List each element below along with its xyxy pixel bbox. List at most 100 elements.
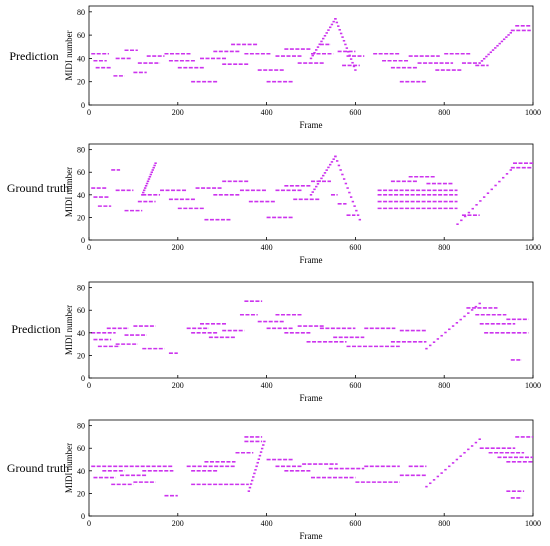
x-axis-label: Frame — [300, 120, 323, 130]
x-tick-label: 800 — [438, 108, 450, 117]
ramp-point — [463, 215, 467, 218]
y-tick-label: 0 — [81, 236, 85, 245]
row-label: Prediction — [11, 322, 60, 336]
ramp-point — [153, 164, 156, 167]
y-tick-label: 40 — [77, 191, 85, 200]
ramp-point — [482, 196, 486, 198]
ramp-point — [260, 447, 264, 450]
ramp-point — [459, 318, 462, 321]
ramp-point — [485, 55, 488, 58]
ramp-point — [429, 482, 432, 485]
ramp-point — [146, 180, 150, 183]
x-tick-label: 600 — [349, 108, 361, 117]
ramp-point — [142, 189, 146, 192]
ramp-point — [309, 57, 313, 60]
row-label: Prediction — [9, 49, 58, 63]
ramp-point — [479, 200, 482, 202]
y-tick-label: 0 — [81, 374, 85, 383]
ramp-point — [455, 322, 459, 324]
ramp-point — [325, 32, 328, 34]
x-tick-label: 800 — [438, 381, 450, 390]
ramp-point — [478, 438, 481, 440]
ramp-point — [475, 204, 478, 206]
ramp-point — [425, 485, 428, 488]
ramp-point — [448, 328, 451, 331]
x-tick-label: 200 — [172, 243, 184, 252]
ramp-point — [470, 445, 474, 447]
x-tick-label: 200 — [172, 381, 184, 390]
y-tick-label: 60 — [77, 168, 85, 177]
ramp-point — [335, 160, 339, 162]
ramp-point — [463, 451, 466, 454]
ramp-point — [332, 158, 335, 160]
y-tick-label: 60 — [77, 306, 85, 315]
ramp-point — [444, 331, 447, 334]
panel-2-ground-truth: Ground truth 0 200 400 600 800 1000 0 20 40 60 80 Fr… — [7, 143, 541, 265]
x-tick-label: 400 — [261, 108, 273, 117]
ramp-point — [509, 169, 512, 171]
ramp-point — [470, 309, 474, 311]
ramp-point — [482, 57, 486, 60]
x-tick-label: 0 — [87, 108, 91, 117]
y-tick-label: 0 — [81, 101, 85, 110]
x-tick-label: 600 — [349, 243, 361, 252]
ramp-point — [358, 218, 362, 221]
ramp-point — [249, 483, 253, 485]
ramp-point — [489, 51, 493, 54]
note-segments — [91, 18, 531, 83]
ramp-point — [490, 188, 493, 191]
ramp-point — [349, 196, 353, 198]
ramp-point — [471, 207, 474, 210]
ramp-point — [320, 177, 323, 180]
ramp-point — [347, 50, 350, 53]
ramp-point — [346, 187, 349, 189]
panel-3-prediction: Prediction 0 200 400 600 800 1000 0 20 40 60 80 Fram… — [11, 281, 541, 403]
y-axis-label: MIDI number — [64, 167, 74, 217]
ramp-point — [257, 458, 261, 461]
x-tick-label: 200 — [172, 108, 184, 117]
y-tick-label: 20 — [77, 213, 85, 222]
ramp-point — [339, 32, 343, 35]
ramp-point — [147, 178, 151, 180]
ramp-point — [467, 448, 470, 451]
ramp-point — [152, 166, 155, 169]
y-tick-label: 80 — [77, 8, 85, 17]
ramp-point — [255, 465, 258, 468]
y-tick-label: 40 — [77, 54, 85, 63]
ramp-point — [353, 205, 356, 207]
y-tick-label: 40 — [77, 467, 85, 476]
ramp-point — [425, 347, 428, 350]
ramp-point — [440, 472, 443, 474]
ramp-point — [474, 305, 478, 308]
ramp-point — [248, 486, 252, 489]
ramp-point — [330, 23, 334, 26]
ramp-point — [351, 61, 354, 64]
y-tick-label: 80 — [77, 146, 85, 155]
ramp-point — [318, 180, 321, 182]
ramp-point — [436, 338, 440, 340]
ramp-point — [151, 169, 154, 171]
x-tick-label: 400 — [261, 243, 273, 252]
ramp-point — [323, 34, 327, 37]
ramp-point — [330, 161, 334, 163]
x-tick-label: 800 — [438, 243, 450, 252]
ramp-point — [498, 180, 501, 183]
y-tick-label: 20 — [77, 78, 85, 87]
ramp-point — [316, 46, 320, 48]
ramp-point — [328, 163, 332, 166]
ramp-point — [148, 175, 152, 178]
ramp-point — [478, 302, 481, 305]
plot-frame — [88, 281, 534, 379]
x-axis-label: Frame — [300, 393, 323, 403]
note-segments — [91, 300, 529, 361]
ramp-point — [316, 183, 320, 185]
ramp-point — [432, 341, 436, 343]
ramp-point — [259, 451, 263, 453]
ramp-point — [356, 214, 360, 216]
ramp-point — [328, 26, 332, 29]
ramp-point — [144, 184, 148, 187]
ramp-point — [451, 325, 455, 327]
ramp-point — [154, 162, 157, 164]
ramp-point — [338, 28, 341, 31]
